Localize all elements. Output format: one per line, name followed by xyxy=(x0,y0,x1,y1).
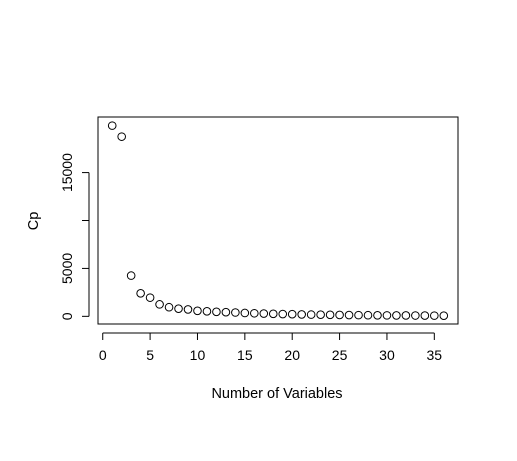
data-point xyxy=(306,310,316,319)
y-axis: 0 5000 15000 xyxy=(59,153,90,320)
data-point xyxy=(316,310,325,320)
y-tick-label: 5000 xyxy=(59,253,75,284)
data-point xyxy=(411,311,420,320)
data-point xyxy=(363,310,373,320)
data-point xyxy=(344,310,354,320)
y-tick-label: 0 xyxy=(59,312,75,320)
y-axis-title: Cp xyxy=(26,212,42,231)
data-point xyxy=(107,121,117,130)
data-point xyxy=(221,307,231,317)
x-tick-label: 35 xyxy=(427,347,443,363)
x-tick-label: 5 xyxy=(146,347,154,363)
data-point xyxy=(430,311,439,320)
data-point xyxy=(250,308,259,318)
y-tick-label: 15000 xyxy=(59,153,75,192)
data-point xyxy=(183,305,193,314)
data-point xyxy=(420,311,430,320)
x-tick-label: 30 xyxy=(379,347,395,363)
data-point xyxy=(373,310,382,320)
x-tick-label: 20 xyxy=(284,347,300,363)
data-point xyxy=(382,311,392,320)
data-point xyxy=(392,311,401,320)
data-point xyxy=(145,293,155,302)
x-tick-label: 10 xyxy=(190,347,206,363)
data-point xyxy=(231,308,240,317)
data-point xyxy=(240,308,250,318)
data-points xyxy=(107,121,449,320)
data-point xyxy=(297,310,306,319)
x-tick-label: 15 xyxy=(237,347,253,363)
data-point xyxy=(136,289,145,298)
data-point xyxy=(278,309,288,319)
plot-box xyxy=(97,116,459,325)
data-point xyxy=(202,307,212,316)
data-point xyxy=(117,132,126,141)
x-axis-title: Number of Variables xyxy=(211,386,342,402)
data-point xyxy=(193,306,202,316)
data-point xyxy=(439,311,449,320)
data-point xyxy=(212,307,221,317)
data-point xyxy=(164,302,174,312)
data-point xyxy=(401,311,411,320)
data-point xyxy=(354,310,363,320)
data-point xyxy=(268,309,278,319)
data-point xyxy=(335,310,344,320)
data-point xyxy=(174,304,183,313)
data-point xyxy=(259,309,269,318)
x-tick-label: 0 xyxy=(99,347,107,363)
x-tick-label: 25 xyxy=(332,347,348,363)
data-point xyxy=(126,271,136,280)
x-axis: 0 5 10 15 20 25 30 35 xyxy=(99,332,443,363)
data-point xyxy=(325,310,335,320)
data-point xyxy=(155,300,164,309)
data-point xyxy=(287,309,297,319)
